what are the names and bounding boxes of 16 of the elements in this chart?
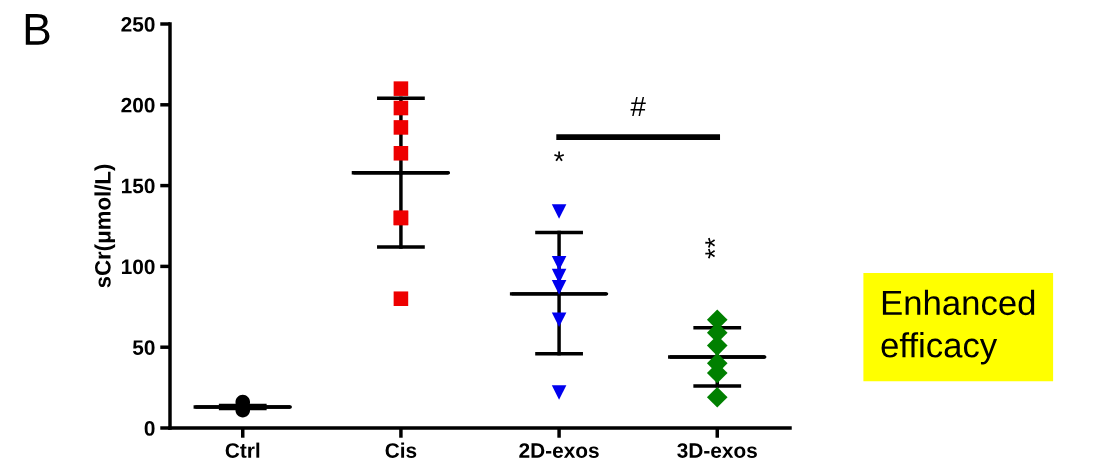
y-tick-label: 150: [121, 178, 155, 194]
text: B: [25, 14, 50, 45]
y-tick-label: 250: [121, 17, 155, 32]
y-tick-label: 100: [121, 259, 155, 275]
x-tick-label: Cis: [385, 442, 417, 458]
x-tick-label: Ctrl: [225, 442, 260, 458]
x-tick-label: 2D-exos: [519, 443, 599, 458]
text: Enhanced efficacy: [881, 289, 1035, 365]
y-tick-label: 200: [121, 97, 155, 113]
y-tick-label: 0: [144, 421, 155, 436]
y-axis-title: sCr(μmol/L): [94, 164, 116, 288]
annotation: *: [554, 151, 565, 162]
x-tick-label: 3D-exos: [677, 443, 757, 458]
y-tick-label: 50: [132, 340, 155, 355]
annotation: #: [630, 97, 646, 117]
annotation: **: [705, 237, 716, 259]
